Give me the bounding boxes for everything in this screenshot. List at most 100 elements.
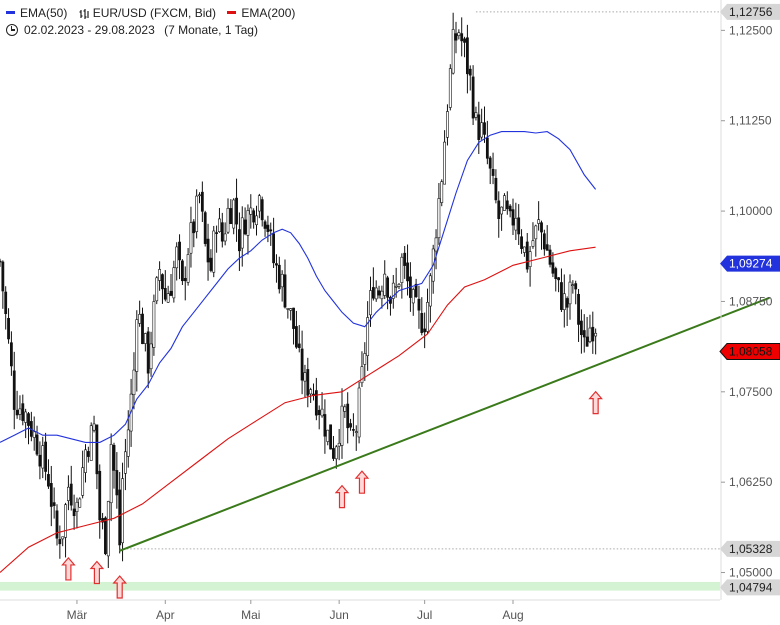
candlestick — [560, 268, 563, 312]
up-arrow-marker — [112, 575, 128, 599]
candlestick — [280, 270, 284, 302]
ema200-line — [0, 246, 596, 573]
support-trendline[interactable] — [119, 296, 770, 552]
candle-body — [468, 68, 472, 76]
candlestick — [189, 206, 193, 268]
candlestick — [579, 309, 583, 354]
price-badge-red: 1,08058 — [719, 342, 780, 360]
candle-body — [326, 429, 330, 442]
candlestick — [483, 106, 486, 143]
legend-ema50[interactable]: EMA(50) — [6, 5, 67, 22]
candlestick — [249, 194, 253, 229]
legend-symbol[interactable]: EUR/USD (FXCM, Bid) — [79, 5, 216, 22]
candlestick — [12, 351, 16, 430]
candlestick — [223, 222, 227, 246]
price-badge-blue: 1,09274 — [720, 255, 780, 272]
candlestick — [426, 288, 429, 334]
price-badges: 1,12756 1,09274 1,08058 1,05328 1,04794 — [719, 3, 780, 596]
candle-body — [229, 208, 233, 225]
candlestick — [141, 307, 144, 345]
candlestick — [35, 425, 39, 457]
candlestick — [257, 193, 261, 219]
candlestick — [514, 202, 518, 241]
price-badge-gray: 1,05328 — [720, 540, 780, 557]
candlestick — [423, 312, 427, 349]
candle-body — [24, 411, 28, 423]
price-badge-label: 1,08058 — [729, 344, 773, 358]
candlestick — [61, 536, 65, 547]
candle-body — [460, 33, 464, 42]
candle-body — [465, 37, 469, 75]
candle-body — [257, 195, 261, 212]
candlestick — [306, 357, 310, 408]
y-tick-label: 1,07500 — [729, 385, 773, 399]
price-badge-shape — [720, 3, 780, 20]
candle-body — [49, 483, 53, 507]
ema200-label: EMA(200) — [241, 6, 296, 20]
candlestick — [428, 273, 432, 323]
candle-body — [337, 442, 341, 447]
candlestick — [172, 260, 176, 303]
x-tick-label: Mär — [67, 608, 88, 622]
candle-body — [192, 221, 196, 234]
candlestick — [277, 256, 281, 294]
candlestick — [24, 408, 28, 439]
candlestick — [206, 223, 210, 281]
candle-body — [417, 298, 421, 311]
candlestick — [95, 424, 99, 490]
candle-body — [491, 169, 495, 176]
candlestick — [263, 219, 267, 237]
candle-body — [320, 408, 324, 417]
candle-body — [86, 451, 90, 457]
candlestick — [4, 286, 8, 330]
candle-body — [286, 308, 290, 310]
candle-body — [249, 207, 253, 215]
candlestick — [10, 331, 13, 376]
candle-body — [69, 483, 73, 506]
candle-body — [178, 241, 181, 261]
candlestick — [577, 289, 580, 342]
arrow-markers — [61, 390, 603, 599]
candlestick — [163, 270, 167, 302]
candlestick — [146, 327, 150, 389]
up-arrow-marker — [334, 484, 350, 509]
candle-body — [149, 343, 153, 370]
candle-body — [477, 114, 481, 140]
candle-body — [400, 256, 404, 283]
candlestick — [72, 494, 76, 530]
candlestick — [47, 459, 50, 489]
candlestick — [303, 364, 307, 398]
candlestick — [152, 294, 156, 356]
candlestick — [294, 310, 298, 349]
legend-ema200[interactable]: EMA(200) — [227, 5, 295, 22]
candlestick — [292, 307, 295, 345]
candlestick — [545, 225, 549, 251]
candle-body — [314, 390, 318, 416]
candlestick — [106, 500, 110, 569]
up-arrow-marker — [354, 470, 370, 494]
candlestick — [354, 425, 358, 451]
ema50-line — [0, 131, 597, 443]
candlestick — [266, 215, 270, 243]
candle-body — [203, 212, 207, 244]
candlestick — [84, 444, 87, 483]
candlestick — [585, 316, 589, 347]
candle-body — [542, 233, 546, 250]
trendline-layer[interactable] — [119, 296, 770, 552]
candlestick — [32, 416, 36, 451]
candle-body — [266, 224, 270, 232]
candlestick — [252, 208, 256, 229]
candle-body — [1, 261, 5, 292]
candle-body — [488, 157, 492, 169]
candlestick — [81, 450, 85, 499]
candlestick — [562, 274, 566, 328]
candle-body — [280, 273, 284, 288]
candlestick — [554, 266, 558, 292]
candlestick — [58, 525, 62, 559]
candlestick — [29, 411, 33, 442]
candle-body — [220, 222, 224, 242]
candlestick — [0, 258, 2, 267]
candle-body — [579, 320, 583, 335]
candle-body — [522, 246, 526, 253]
